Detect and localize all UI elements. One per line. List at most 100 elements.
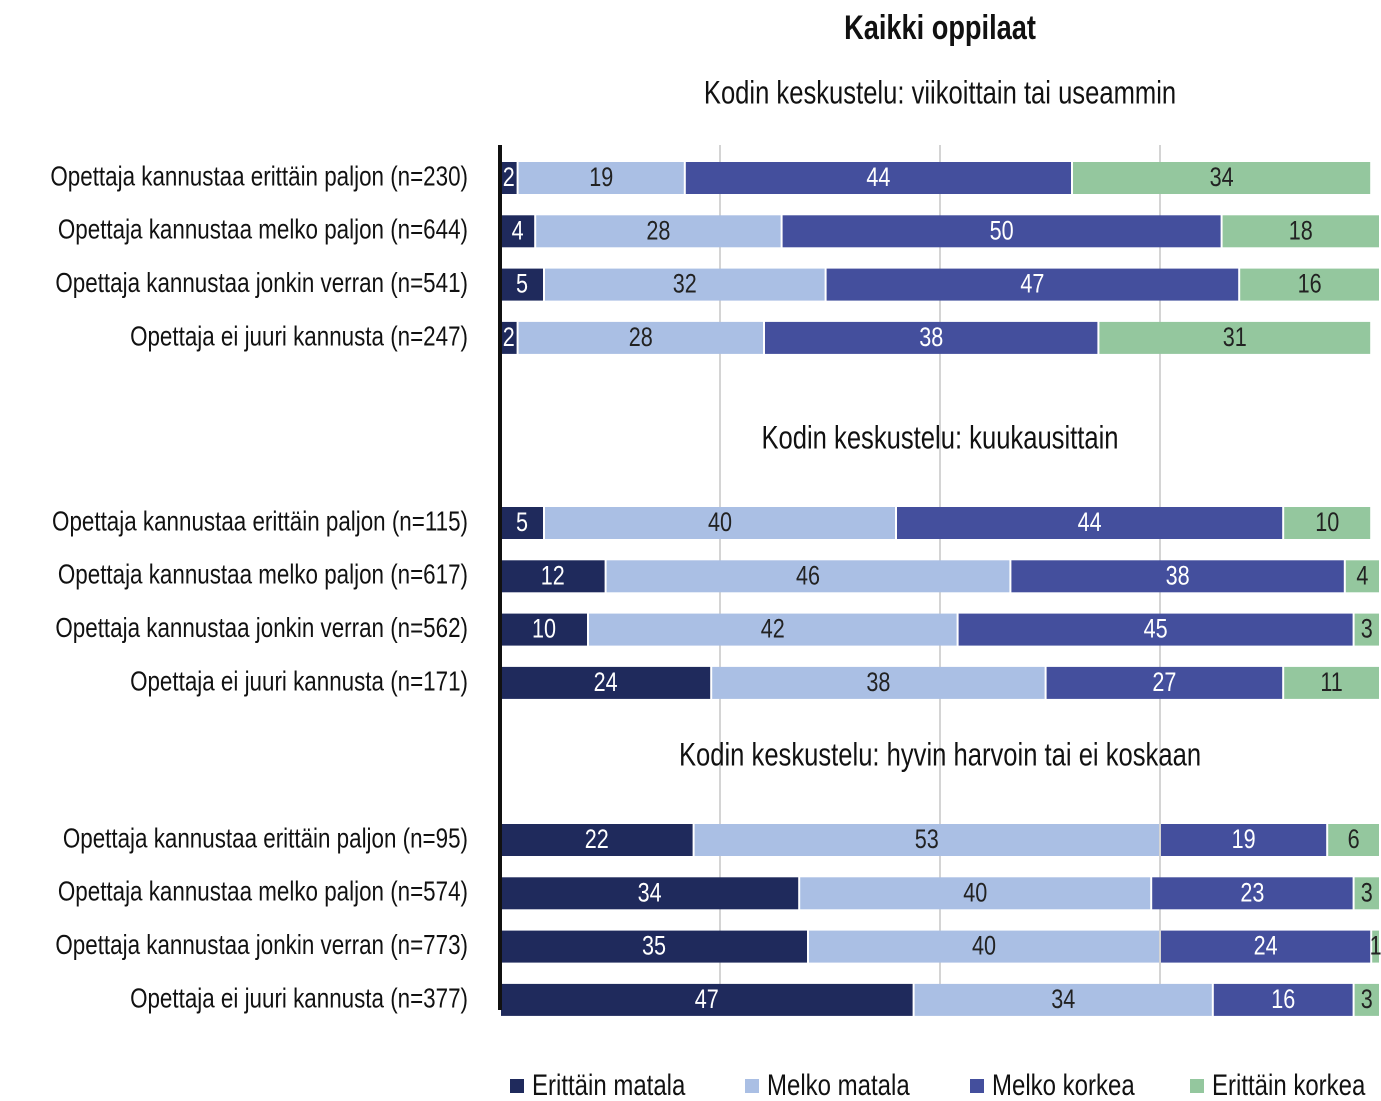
- data-label: 6: [1348, 825, 1360, 855]
- bar-segment: [1011, 560, 1344, 593]
- bar-segment: [1152, 877, 1353, 910]
- data-label: 10: [1315, 508, 1339, 538]
- data-label: 22: [585, 825, 609, 855]
- bar-segment: [1046, 666, 1283, 699]
- y-tick-label: Opettaja kannustaa jonkin verran (n=773): [55, 930, 468, 961]
- legend-label: Erittäin korkea: [1212, 1067, 1366, 1101]
- bar-segment: [501, 162, 517, 194]
- bar-segment: [1372, 930, 1379, 963]
- legend-label: Melko matala: [767, 1067, 910, 1101]
- data-label: 40: [972, 932, 996, 962]
- legend-swatch: [745, 1079, 759, 1093]
- bar-segment: [501, 877, 799, 910]
- y-tick-label: Opettaja ei juuri kannusta (n=247): [130, 321, 468, 352]
- y-tick-label: Opettaja kannustaa melko paljon (n=617): [58, 559, 468, 590]
- bar-segment: [694, 824, 1159, 856]
- bar-segment: [589, 613, 957, 646]
- data-label: 53: [915, 825, 939, 855]
- bar-segment: [501, 507, 543, 539]
- bar-segment: [518, 162, 684, 194]
- data-label: 45: [1144, 615, 1168, 645]
- bar-segment: [545, 268, 825, 301]
- data-label: 31: [1223, 323, 1247, 353]
- bar-segment: [1284, 507, 1371, 539]
- data-label: 28: [629, 323, 653, 353]
- data-label: 27: [1152, 668, 1176, 698]
- data-label: 2: [503, 323, 515, 353]
- bar-segment: [501, 321, 517, 354]
- bar-segment: [712, 666, 1045, 699]
- y-tick-label: Opettaja kannustaa erittäin paljon (n=11…: [52, 506, 468, 537]
- data-label: 44: [866, 163, 890, 193]
- data-label: 1: [1370, 932, 1381, 962]
- data-label: 34: [1210, 163, 1234, 193]
- bar-segment: [1240, 268, 1379, 301]
- data-label: 23: [1240, 878, 1264, 908]
- data-label: 19: [1232, 825, 1256, 855]
- bar-segment: [501, 613, 587, 646]
- data-label: 47: [1020, 270, 1044, 300]
- legend-swatch: [1190, 1079, 1204, 1093]
- bar-segment: [501, 215, 535, 248]
- data-label: 2: [503, 163, 515, 193]
- legend-label: Melko korkea: [992, 1067, 1135, 1101]
- data-label: 50: [990, 216, 1014, 246]
- y-tick-label: Opettaja kannustaa melko paljon (n=574): [58, 876, 468, 907]
- bar-segment: [501, 930, 807, 963]
- data-label: 11: [1320, 668, 1342, 698]
- data-label: 3: [1361, 878, 1373, 908]
- bar-segment: [501, 560, 605, 593]
- y-tick-label: Opettaja kannustaa erittäin paljon (n=23…: [50, 161, 468, 192]
- bar-segment: [1354, 613, 1379, 646]
- bar-segment: [501, 824, 693, 856]
- y-tick-label: Opettaja kannustaa erittäin paljon (n=95…: [63, 823, 468, 854]
- bar-segment: [897, 507, 1283, 539]
- y-tick-label: Opettaja kannustaa jonkin verran (n=541): [55, 268, 468, 299]
- data-label: 16: [1271, 985, 1295, 1015]
- group-subtitle: Kodin keskustelu: kuukausittain: [761, 421, 1118, 456]
- chart-title: Kaikki oppilaat: [844, 8, 1036, 47]
- y-tick-label: Opettaja ei juuri kannusta (n=171): [130, 666, 468, 697]
- data-label: 40: [963, 878, 987, 908]
- bar-segment: [1073, 162, 1371, 194]
- legend-swatch: [970, 1079, 984, 1093]
- bar-segment: [1161, 930, 1371, 963]
- bar-segment: [914, 983, 1212, 1016]
- bar-segment: [800, 877, 1151, 910]
- bar-segment: [606, 560, 1010, 593]
- data-label: 12: [541, 561, 565, 591]
- legend-swatch: [510, 1079, 524, 1093]
- data-label: 42: [761, 615, 785, 645]
- bar-segment: [1222, 215, 1379, 248]
- bar-segment: [518, 321, 763, 354]
- bar-segment: [1284, 666, 1379, 699]
- data-label: 18: [1289, 216, 1313, 246]
- group-subtitle: Kodin keskustelu: hyvin harvoin tai ei k…: [679, 738, 1201, 773]
- data-label: 44: [1078, 508, 1102, 538]
- data-label: 38: [1166, 561, 1190, 591]
- bar-segment: [958, 613, 1353, 646]
- bar-segment: [501, 268, 543, 301]
- data-label: 35: [642, 932, 666, 962]
- y-tick-label: Opettaja ei juuri kannusta (n=377): [130, 983, 468, 1014]
- data-label: 19: [589, 163, 613, 193]
- data-label: 4: [1356, 561, 1368, 591]
- bar-segment: [765, 321, 1098, 354]
- bar-segment: [545, 507, 895, 539]
- data-label: 3: [1361, 615, 1373, 645]
- data-label: 10: [532, 615, 556, 645]
- bar-segment: [501, 983, 913, 1016]
- data-label: 16: [1298, 270, 1322, 300]
- y-tick-label: Opettaja kannustaa jonkin verran (n=562): [55, 613, 468, 644]
- data-label: 34: [1051, 985, 1075, 1015]
- bar-segment: [1213, 983, 1353, 1016]
- data-label: 5: [516, 270, 528, 300]
- bar-segment: [1354, 983, 1379, 1016]
- bar-segment: [809, 930, 1159, 963]
- data-label: 5: [516, 508, 528, 538]
- y-tick-label: Opettaja kannustaa melko paljon (n=644): [58, 214, 468, 245]
- bar-segment: [1099, 321, 1371, 354]
- bar-segment: [782, 215, 1221, 248]
- data-label: 28: [646, 216, 670, 246]
